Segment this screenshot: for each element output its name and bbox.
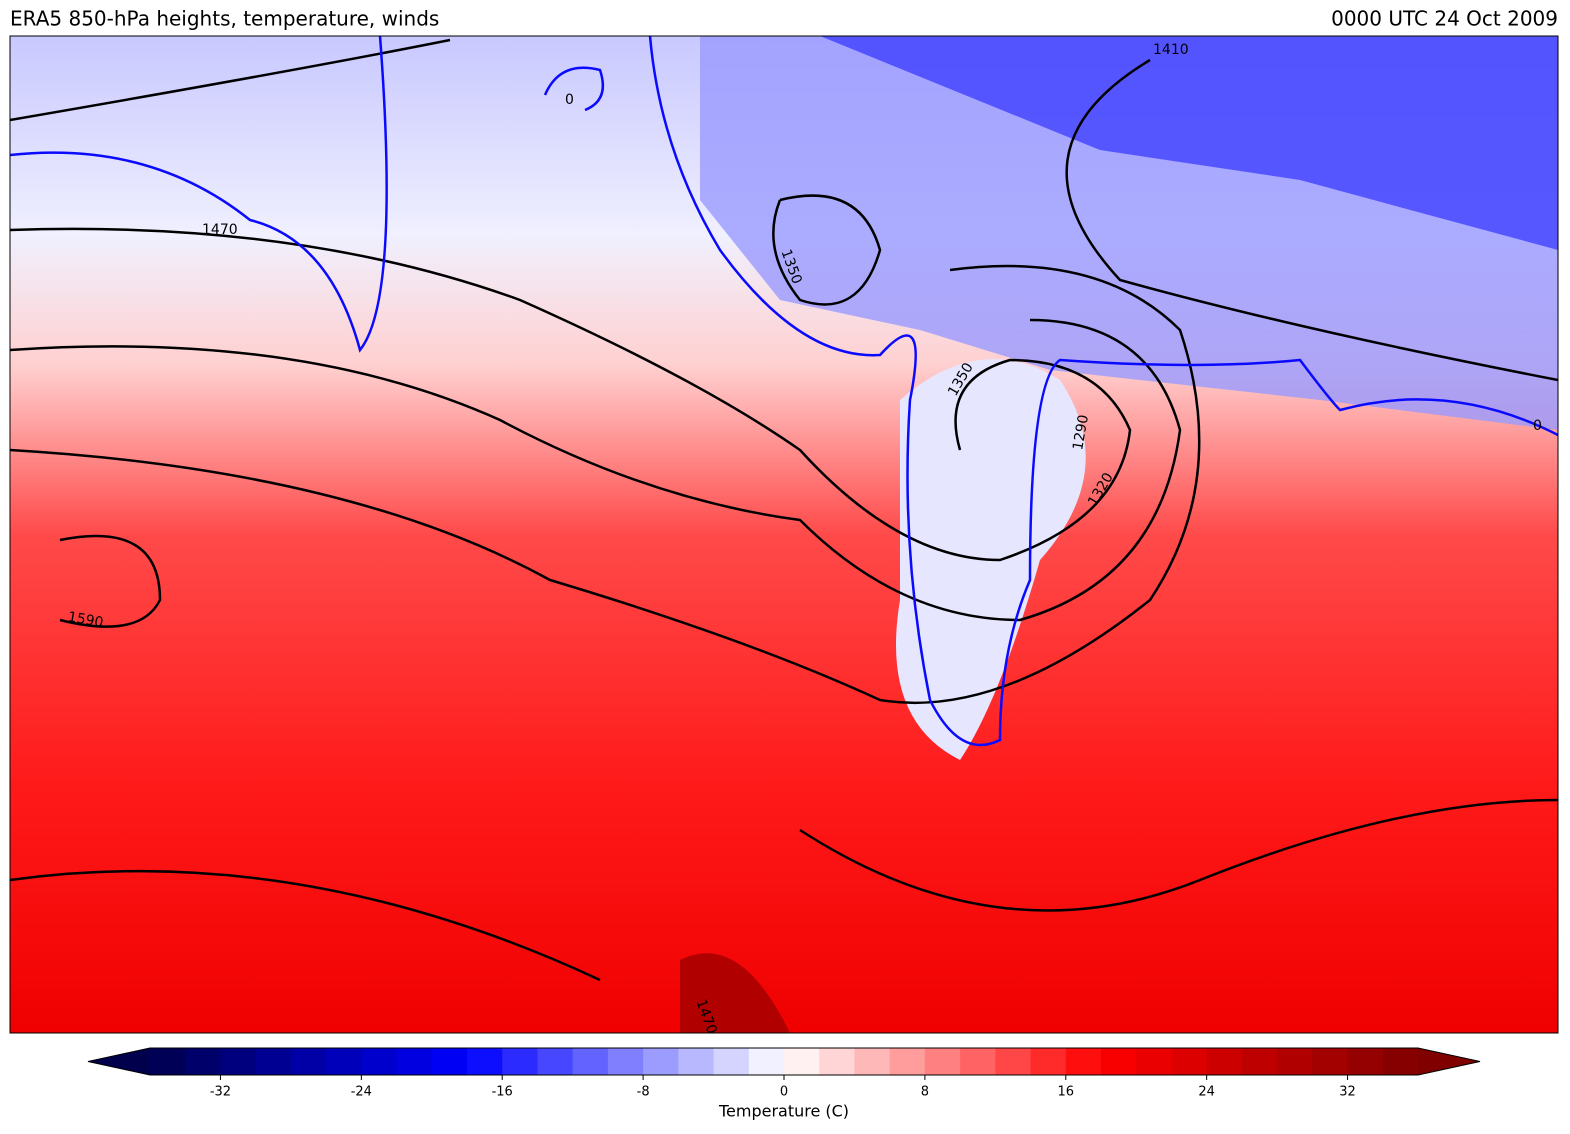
colorbar-box (255, 1048, 292, 1075)
colorbar-box (713, 1048, 750, 1075)
colorbar-box (1312, 1048, 1349, 1075)
colorbar-box (678, 1048, 715, 1075)
colorbar-box (1347, 1048, 1384, 1075)
colorbar-box (220, 1048, 257, 1075)
colorbar-tick-label: 24 (1198, 1085, 1215, 1100)
colorbar-box (150, 1048, 186, 1075)
height-contours (10, 38, 1558, 982)
colorbar-tick-label: -32 (210, 1085, 231, 1100)
warm-core (680, 953, 790, 1033)
valid-time: 0000 UTC 24 Oct 2009 (1331, 7, 1558, 31)
contour-label: 1290 (1070, 414, 1092, 452)
colorbar-box (643, 1048, 679, 1075)
colorbar-tick-label: 8 (921, 1085, 929, 1100)
colorbar-box (748, 1048, 785, 1075)
colorbar-box (1206, 1048, 1243, 1075)
colorbar-box (572, 1048, 609, 1075)
colorbar: -32 -24 -16 -8 0 8 16 24 32 (87, 1047, 1481, 1100)
colorbar-box (1171, 1048, 1208, 1075)
colorbar-box (1382, 1048, 1419, 1075)
colorbar-box (396, 1048, 433, 1075)
contour-label: 0 (1533, 418, 1542, 434)
colorbar-label: Temperature (C) (718, 1102, 849, 1121)
map-frame (9, 35, 1559, 1034)
colorbar-tick-label: 32 (1339, 1085, 1356, 1100)
colorbar-box (431, 1048, 468, 1075)
colorbar-tick-label: -8 (637, 1085, 650, 1100)
colorbar-box (326, 1048, 362, 1075)
colorbar-box (502, 1048, 538, 1075)
colorbar-extend-high (1418, 1048, 1480, 1075)
colorbar-box (1277, 1048, 1313, 1075)
colorbar-box (361, 1048, 398, 1075)
contour-label: 1410 (1153, 42, 1189, 58)
colorbar-box (185, 1048, 221, 1075)
zero-isotherm (10, 36, 1558, 747)
colorbar-box (467, 1048, 503, 1075)
colorbar-tick-label: 16 (1058, 1085, 1075, 1100)
colorbar-box (854, 1048, 891, 1075)
contour-label: 0 (565, 92, 574, 108)
colorbar-outline (87, 1047, 1481, 1076)
contour-label: 1590 (67, 609, 105, 631)
colorbar-box (819, 1048, 855, 1075)
contour-label: 1470 (202, 222, 238, 238)
colorbar-box (960, 1048, 996, 1075)
colorbar-box (1065, 1048, 1102, 1075)
colorbar-box (1030, 1048, 1067, 1075)
colorbar-box (784, 1048, 820, 1075)
colorbar-box (995, 1048, 1032, 1075)
title: ERA5 850-hPa heights, temperature, winds (10, 7, 439, 31)
colorbar-tick-label: -24 (351, 1085, 372, 1100)
colorbar-tick-label: 0 (780, 1085, 788, 1100)
colorbar-box (1241, 1048, 1278, 1075)
colorbar-box (1136, 1048, 1172, 1075)
colorbar-box (1101, 1048, 1137, 1075)
colorbar-tick-label: -16 (492, 1085, 513, 1100)
colorbar-box (889, 1048, 926, 1075)
colorbar-box (607, 1048, 644, 1075)
colorbar-extend-low (88, 1048, 150, 1075)
map: 1470 1410 1350 1350 1290 1320 1590 1470 … (10, 36, 1558, 1033)
colorbar-box (537, 1048, 574, 1075)
colorbar-box (924, 1048, 961, 1075)
colorbar-box (290, 1048, 327, 1075)
cold-core (820, 36, 1558, 250)
